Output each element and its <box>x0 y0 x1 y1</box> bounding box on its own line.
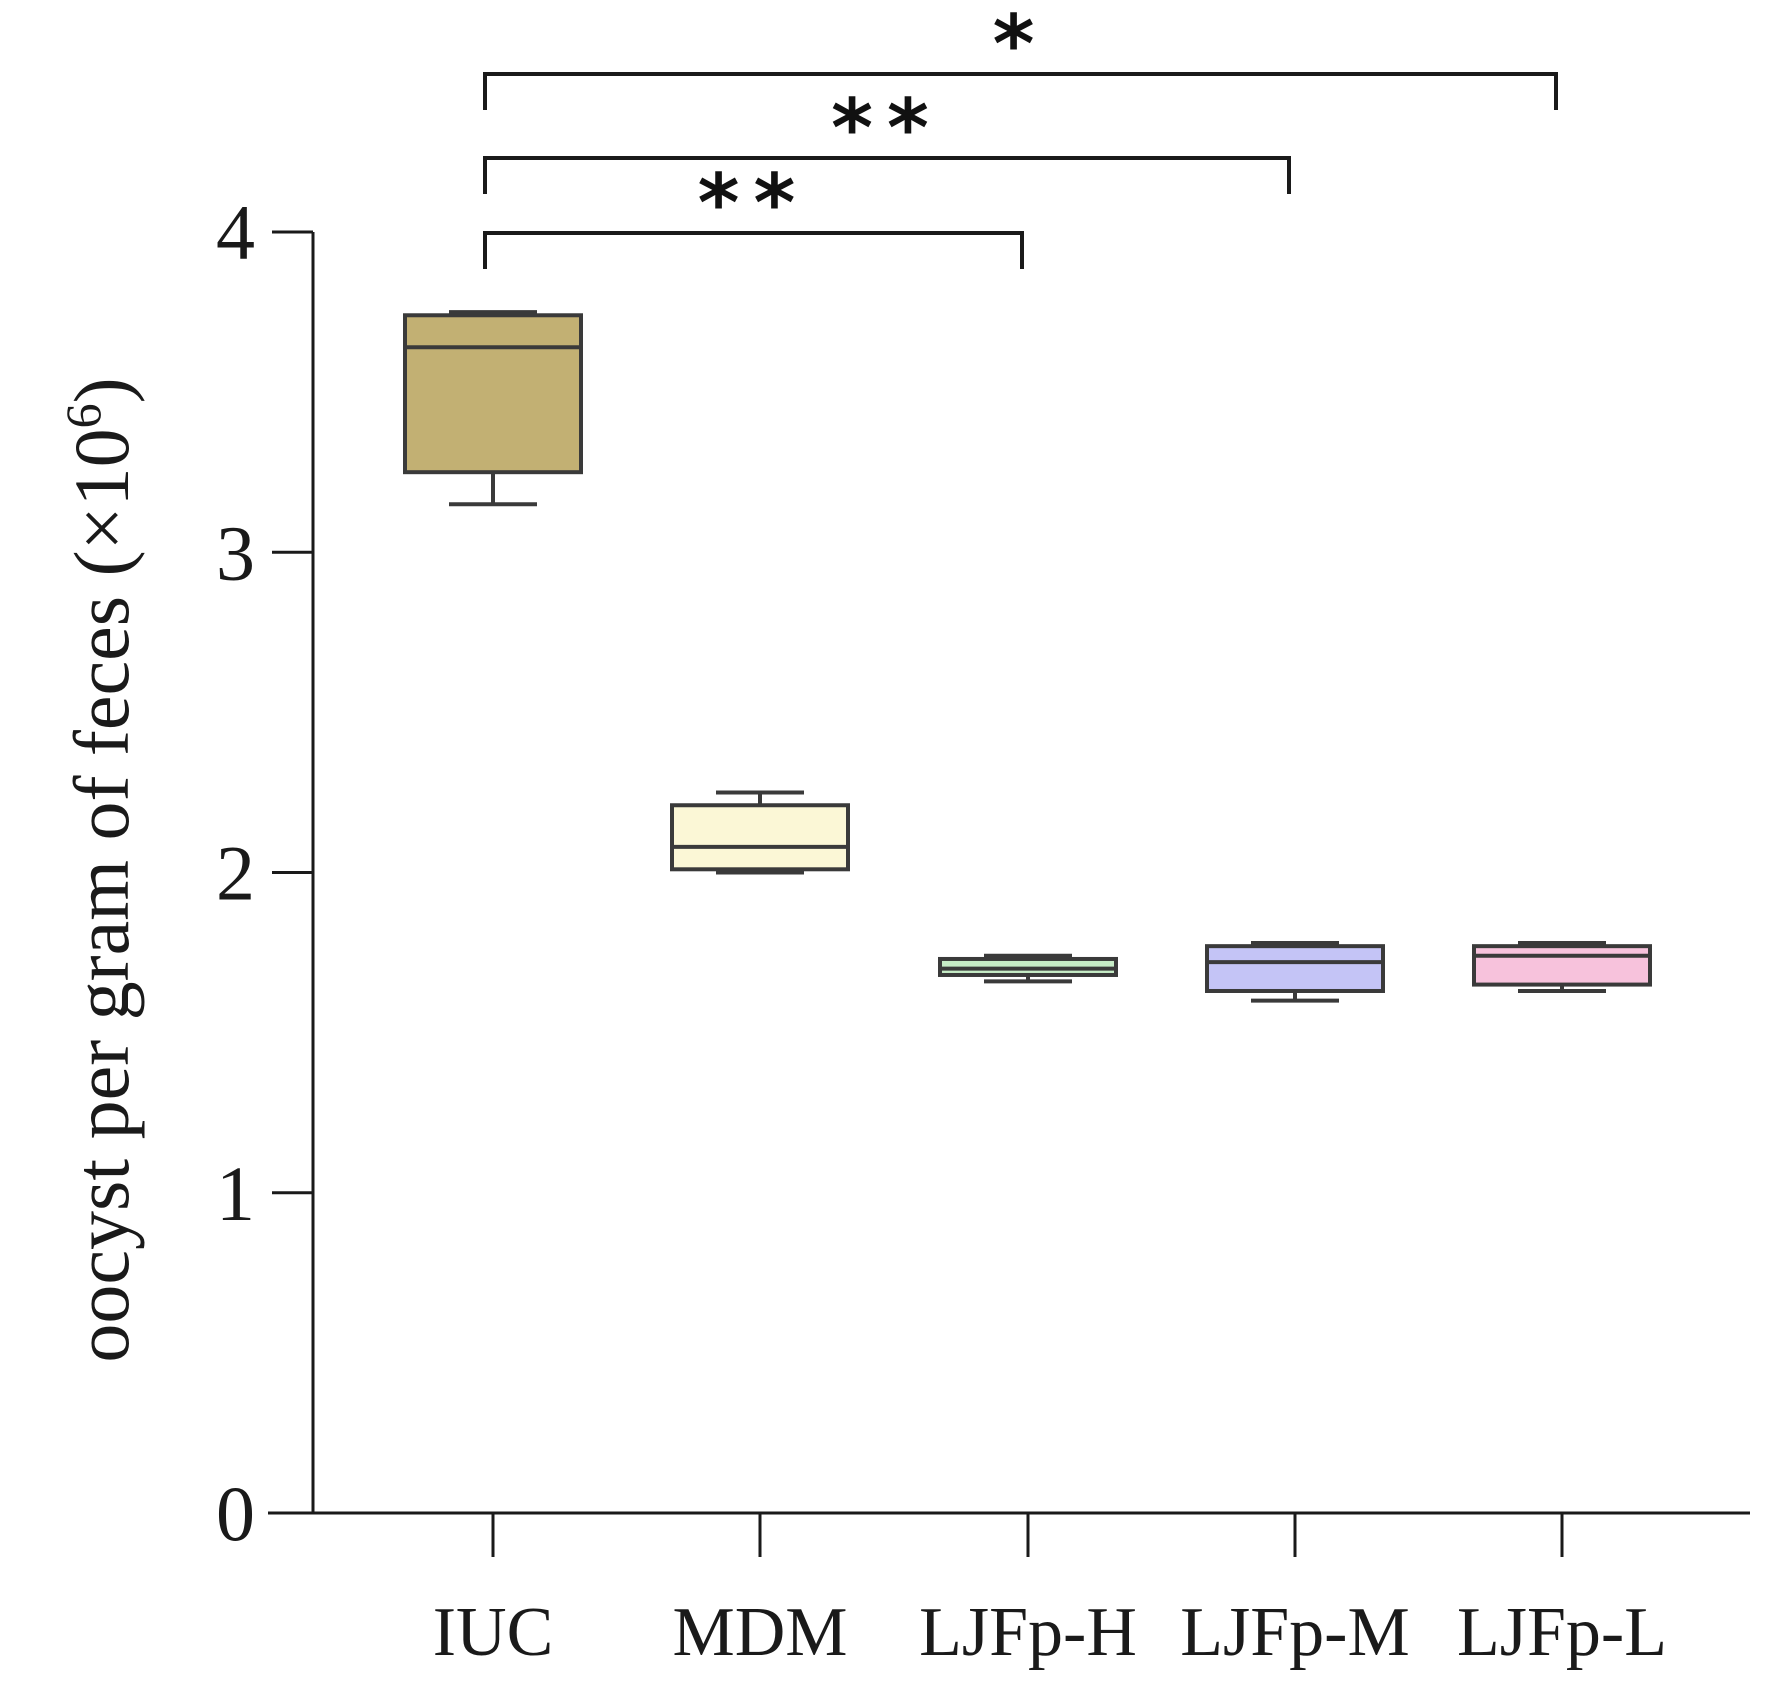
bracket-line <box>483 231 1024 269</box>
significance-bracket: ** <box>483 157 1024 269</box>
box-iuc <box>403 310 583 507</box>
bracket-line <box>483 72 1558 110</box>
box-iqr <box>1205 944 1385 993</box>
x-tick-label: MDM <box>672 1594 847 1671</box>
y-tick-label: 4 <box>216 189 255 276</box>
x-tick-label: IUC <box>433 1594 554 1671</box>
y-axis-label-main: oocyst per gram of feces (×10 <box>58 428 145 1362</box>
x-tick-label: LJFp-H <box>919 1594 1137 1671</box>
x-tick-label: LJFp-L <box>1457 1594 1667 1671</box>
y-axis-label: oocyst per gram of feces (×106) <box>55 377 145 1362</box>
box-ljfp-m <box>1205 940 1385 1003</box>
y-axis-label-exponent: 6 <box>55 403 111 428</box>
box-iqr <box>403 313 583 475</box>
y-tick-label: 0 <box>216 1470 255 1557</box>
box-ljfp-h <box>938 953 1118 984</box>
box-series <box>403 310 1652 1003</box>
y-tick-label: 1 <box>216 1150 255 1237</box>
significance-bracket: * <box>483 0 1558 110</box>
significance-label: ** <box>831 82 943 175</box>
significance-label: ** <box>698 157 810 250</box>
significance-label: * <box>993 0 1049 91</box>
significance-brackets: ***** <box>483 0 1558 269</box>
box-iqr <box>1472 944 1652 987</box>
box-iqr <box>670 803 850 872</box>
y-tick-label: 2 <box>216 830 255 917</box>
x-tick-label: LJFp-M <box>1180 1594 1409 1671</box>
bracket-line <box>483 156 1291 194</box>
box-mdm <box>670 790 850 875</box>
y-axis-label-close: ) <box>58 377 145 403</box>
box-ljfp-l <box>1472 940 1652 993</box>
significance-bracket: ** <box>483 82 1291 194</box>
y-ticks: 0 1 2 3 4 <box>216 189 313 1557</box>
x-ticks: IUC MDM LJFp-H LJFp-M LJFp-L <box>433 1513 1667 1671</box>
y-tick-label: 3 <box>216 509 255 596</box>
